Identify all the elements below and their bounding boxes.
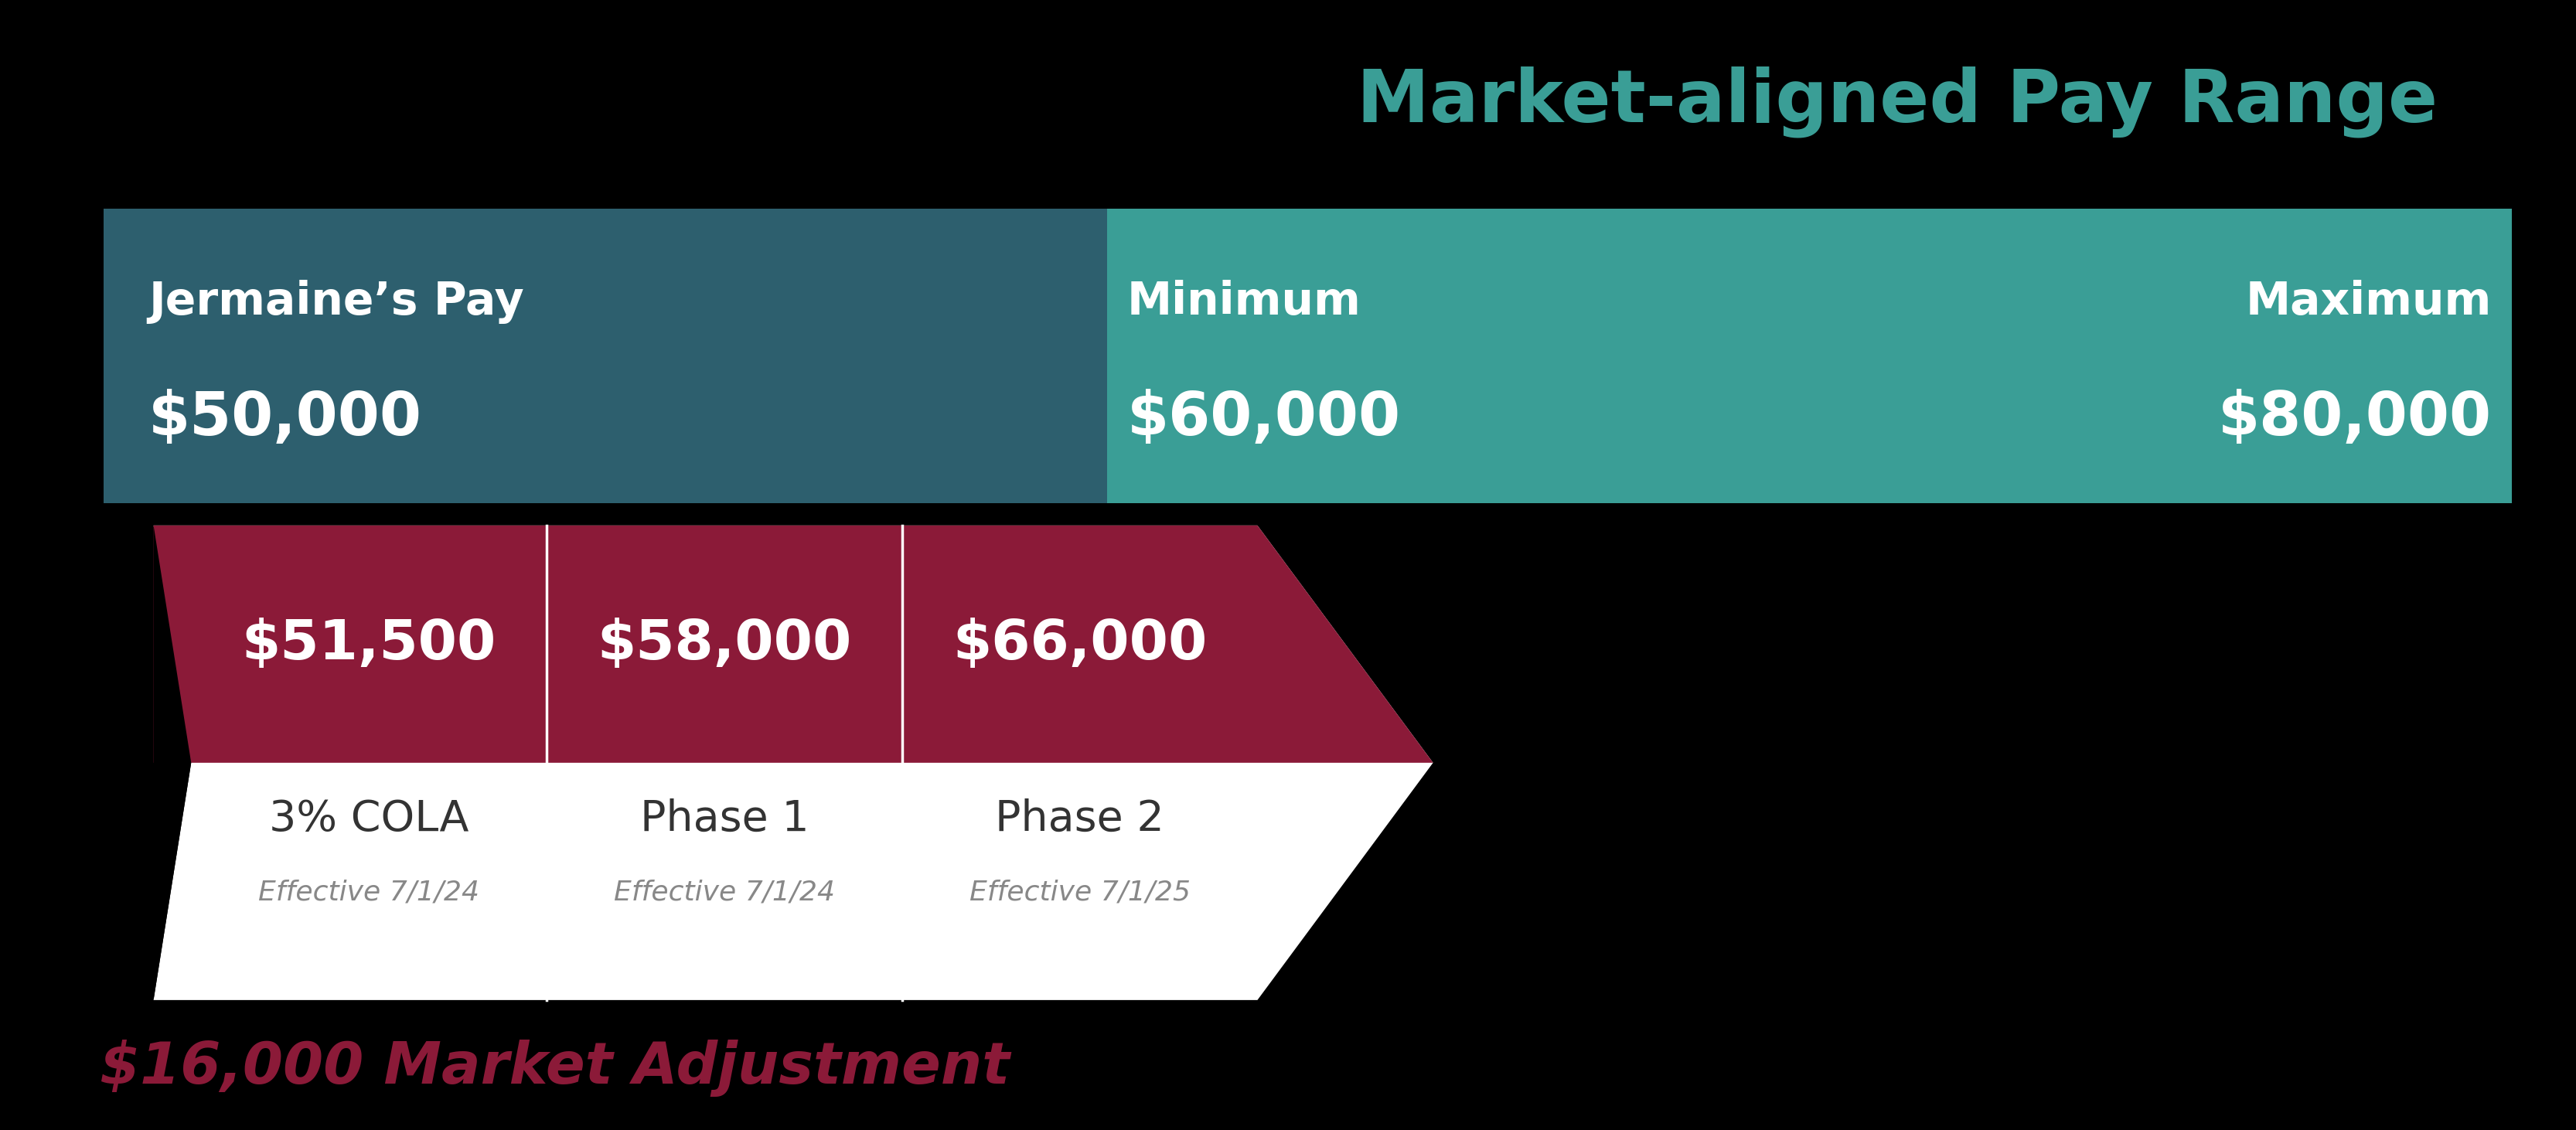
Text: Effective 7/1/25: Effective 7/1/25 [969,879,1190,906]
FancyBboxPatch shape [103,209,1108,503]
Text: Maximum: Maximum [2246,280,2491,323]
Text: $51,500: $51,500 [242,617,497,671]
Text: Phase 1: Phase 1 [639,799,809,840]
FancyBboxPatch shape [1108,209,2512,503]
Text: $66,000: $66,000 [953,617,1208,671]
Text: $50,000: $50,000 [149,389,422,447]
Text: Minimum: Minimum [1126,280,1360,323]
Text: Market-aligned Pay Range: Market-aligned Pay Range [1358,66,2437,138]
Text: $80,000: $80,000 [2218,389,2491,447]
Text: Effective 7/1/24: Effective 7/1/24 [613,879,835,906]
Polygon shape [155,525,1432,763]
Text: Jermaine’s Pay: Jermaine’s Pay [149,280,523,323]
Text: 3% COLA: 3% COLA [268,799,469,840]
Text: $60,000: $60,000 [1126,389,1401,447]
Text: $16,000 Market Adjustment: $16,000 Market Adjustment [100,1040,1010,1096]
Text: Effective 7/1/24: Effective 7/1/24 [258,879,479,906]
Polygon shape [155,525,191,1000]
Text: Phase 2: Phase 2 [994,799,1164,840]
Polygon shape [155,525,1432,1000]
Text: $58,000: $58,000 [598,617,853,671]
